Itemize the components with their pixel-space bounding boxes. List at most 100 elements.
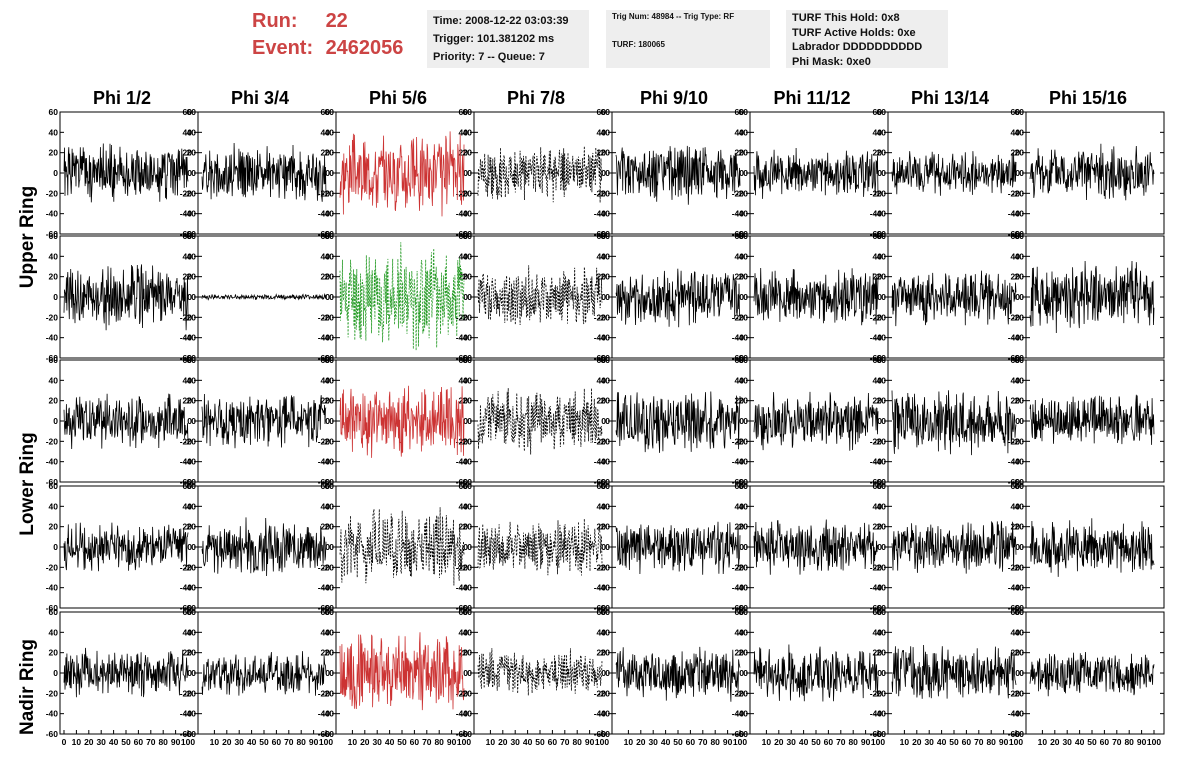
ytick-label-right: 40: [873, 251, 883, 261]
ytick-label-left: -40: [184, 457, 197, 467]
waveform-r1-c5: [753, 267, 879, 326]
ytick-label-right: 0: [463, 168, 468, 178]
ytick-label-right: 0: [739, 416, 744, 426]
ytick-label-right: -40: [1008, 583, 1021, 593]
ytick-label-left: 20: [739, 396, 749, 406]
ytick-label-right: -60: [456, 229, 469, 239]
ytick-label-left: -20: [460, 312, 473, 322]
ytick-label-left: -60: [598, 477, 611, 487]
ytick-label-right: 40: [321, 251, 331, 261]
ytick-label-left: -20: [1012, 436, 1025, 446]
time-trigger-panel: Time: 2008-12-22 03:03:39 Trigger: 101.3…: [427, 10, 589, 68]
ytick-label-right: -40: [732, 209, 745, 219]
xtick-label: 10: [210, 737, 220, 747]
ytick-label-right: 20: [183, 396, 193, 406]
ytick-label-right: 0: [601, 168, 606, 178]
waveform-r1-c6: [891, 270, 1017, 327]
ytick-label-right: -40: [1008, 333, 1021, 343]
ytick-label-left: -60: [1012, 229, 1025, 239]
xtick-label: 50: [397, 737, 407, 747]
ytick-label-right: -60: [180, 603, 193, 613]
xtick-label: 40: [937, 737, 947, 747]
xtick-label: 40: [799, 737, 809, 747]
ytick-label-left: 0: [605, 542, 610, 552]
ytick-label-left: 0: [467, 416, 472, 426]
ytick-label-right: -40: [456, 709, 469, 719]
ytick-label-right: 60: [321, 481, 331, 491]
waveform-r3-c5: [753, 519, 879, 575]
xtick-label: 90: [447, 737, 457, 747]
ytick-label-right: -20: [870, 188, 883, 198]
ytick-label-right: -40: [318, 333, 331, 343]
ytick-label-left: 40: [463, 127, 473, 137]
xtick-label: 50: [259, 737, 269, 747]
ytick-label-left: -60: [736, 603, 749, 613]
xtick-label: 100: [1009, 737, 1023, 747]
ytick-label-left: -40: [598, 709, 611, 719]
ytick-label-left: 20: [325, 648, 335, 658]
xtick-label: 30: [924, 737, 934, 747]
ytick-label-left: 20: [601, 522, 611, 532]
ytick-label-left: 60: [325, 231, 335, 241]
ytick-label-right: -20: [732, 436, 745, 446]
turf-hold-text: TURF This Hold: 0x8: [792, 12, 900, 24]
ytick-label-right: -20: [318, 188, 331, 198]
xtick-label: 40: [109, 737, 119, 747]
ytick-label-left: -20: [1012, 688, 1025, 698]
ytick-label-left: -40: [322, 333, 335, 343]
ytick-label-right: 40: [1011, 627, 1021, 637]
ytick-label-right: -40: [456, 583, 469, 593]
ytick-label-right: 40: [597, 627, 607, 637]
ytick-label-left: -60: [460, 229, 473, 239]
ytick-label-right: -40: [456, 457, 469, 467]
ytick-label-left: 40: [1015, 627, 1025, 637]
waveform-r4-c4: [615, 646, 741, 702]
ytick-label-right: -40: [456, 209, 469, 219]
ytick-label-right: 20: [321, 396, 331, 406]
ytick-label-left: -20: [460, 688, 473, 698]
ytick-label-right: 40: [873, 375, 883, 385]
xtick-label: 90: [999, 737, 1009, 747]
ytick-label-right: -40: [318, 709, 331, 719]
xtick-label: 90: [171, 737, 181, 747]
ytick-label-left: 20: [1015, 522, 1025, 532]
ytick-label-right: 40: [459, 501, 469, 511]
ytick-label-left: 20: [187, 522, 197, 532]
ytick-label-right: 20: [459, 272, 469, 282]
ytick-label-right: -40: [180, 583, 193, 593]
panel-frame-r2-c1: [197, 359, 337, 483]
ytick-label-right: 0: [463, 542, 468, 552]
ytick-label-left: 20: [1015, 272, 1025, 282]
ytick-label-left: -20: [184, 312, 197, 322]
ytick-label-left: 20: [739, 272, 749, 282]
ytick-label-right: 60: [1011, 355, 1021, 365]
ytick-label-left: 20: [877, 396, 887, 406]
ytick-label-right: 0: [877, 668, 882, 678]
xtick-label: 20: [222, 737, 232, 747]
ytick-label-left: -40: [736, 333, 749, 343]
ytick-label-left: 60: [877, 231, 887, 241]
ytick-label-left: -20: [874, 312, 887, 322]
ytick-label-left: 40: [49, 501, 59, 511]
xtick-label: 40: [385, 737, 395, 747]
ytick-label-right: 20: [183, 522, 193, 532]
ytick-label-left: -40: [46, 209, 59, 219]
ytick-label-left: -60: [598, 229, 611, 239]
ytick-label-left: 60: [49, 231, 59, 241]
xtick-label: 50: [949, 737, 959, 747]
xtick-label: 10: [348, 737, 358, 747]
xtick-label: 100: [871, 737, 885, 747]
ytick-label-left: 0: [1019, 542, 1024, 552]
xtick-label: 70: [698, 737, 708, 747]
ytick-label-left: 0: [329, 416, 334, 426]
ytick-label-left: -20: [322, 312, 335, 322]
ytick-label-left: -60: [46, 353, 59, 363]
ytick-label-left: -60: [736, 477, 749, 487]
ytick-label-right: 60: [183, 607, 193, 617]
ytick-label-left: 20: [49, 648, 59, 658]
ytick-label-left: 20: [1015, 148, 1025, 158]
xtick-label: 60: [686, 737, 696, 747]
ytick-label-right: -20: [732, 188, 745, 198]
turf-active-text: TURF Active Holds: 0xe: [792, 26, 916, 39]
ytick-label-left: 40: [601, 127, 611, 137]
